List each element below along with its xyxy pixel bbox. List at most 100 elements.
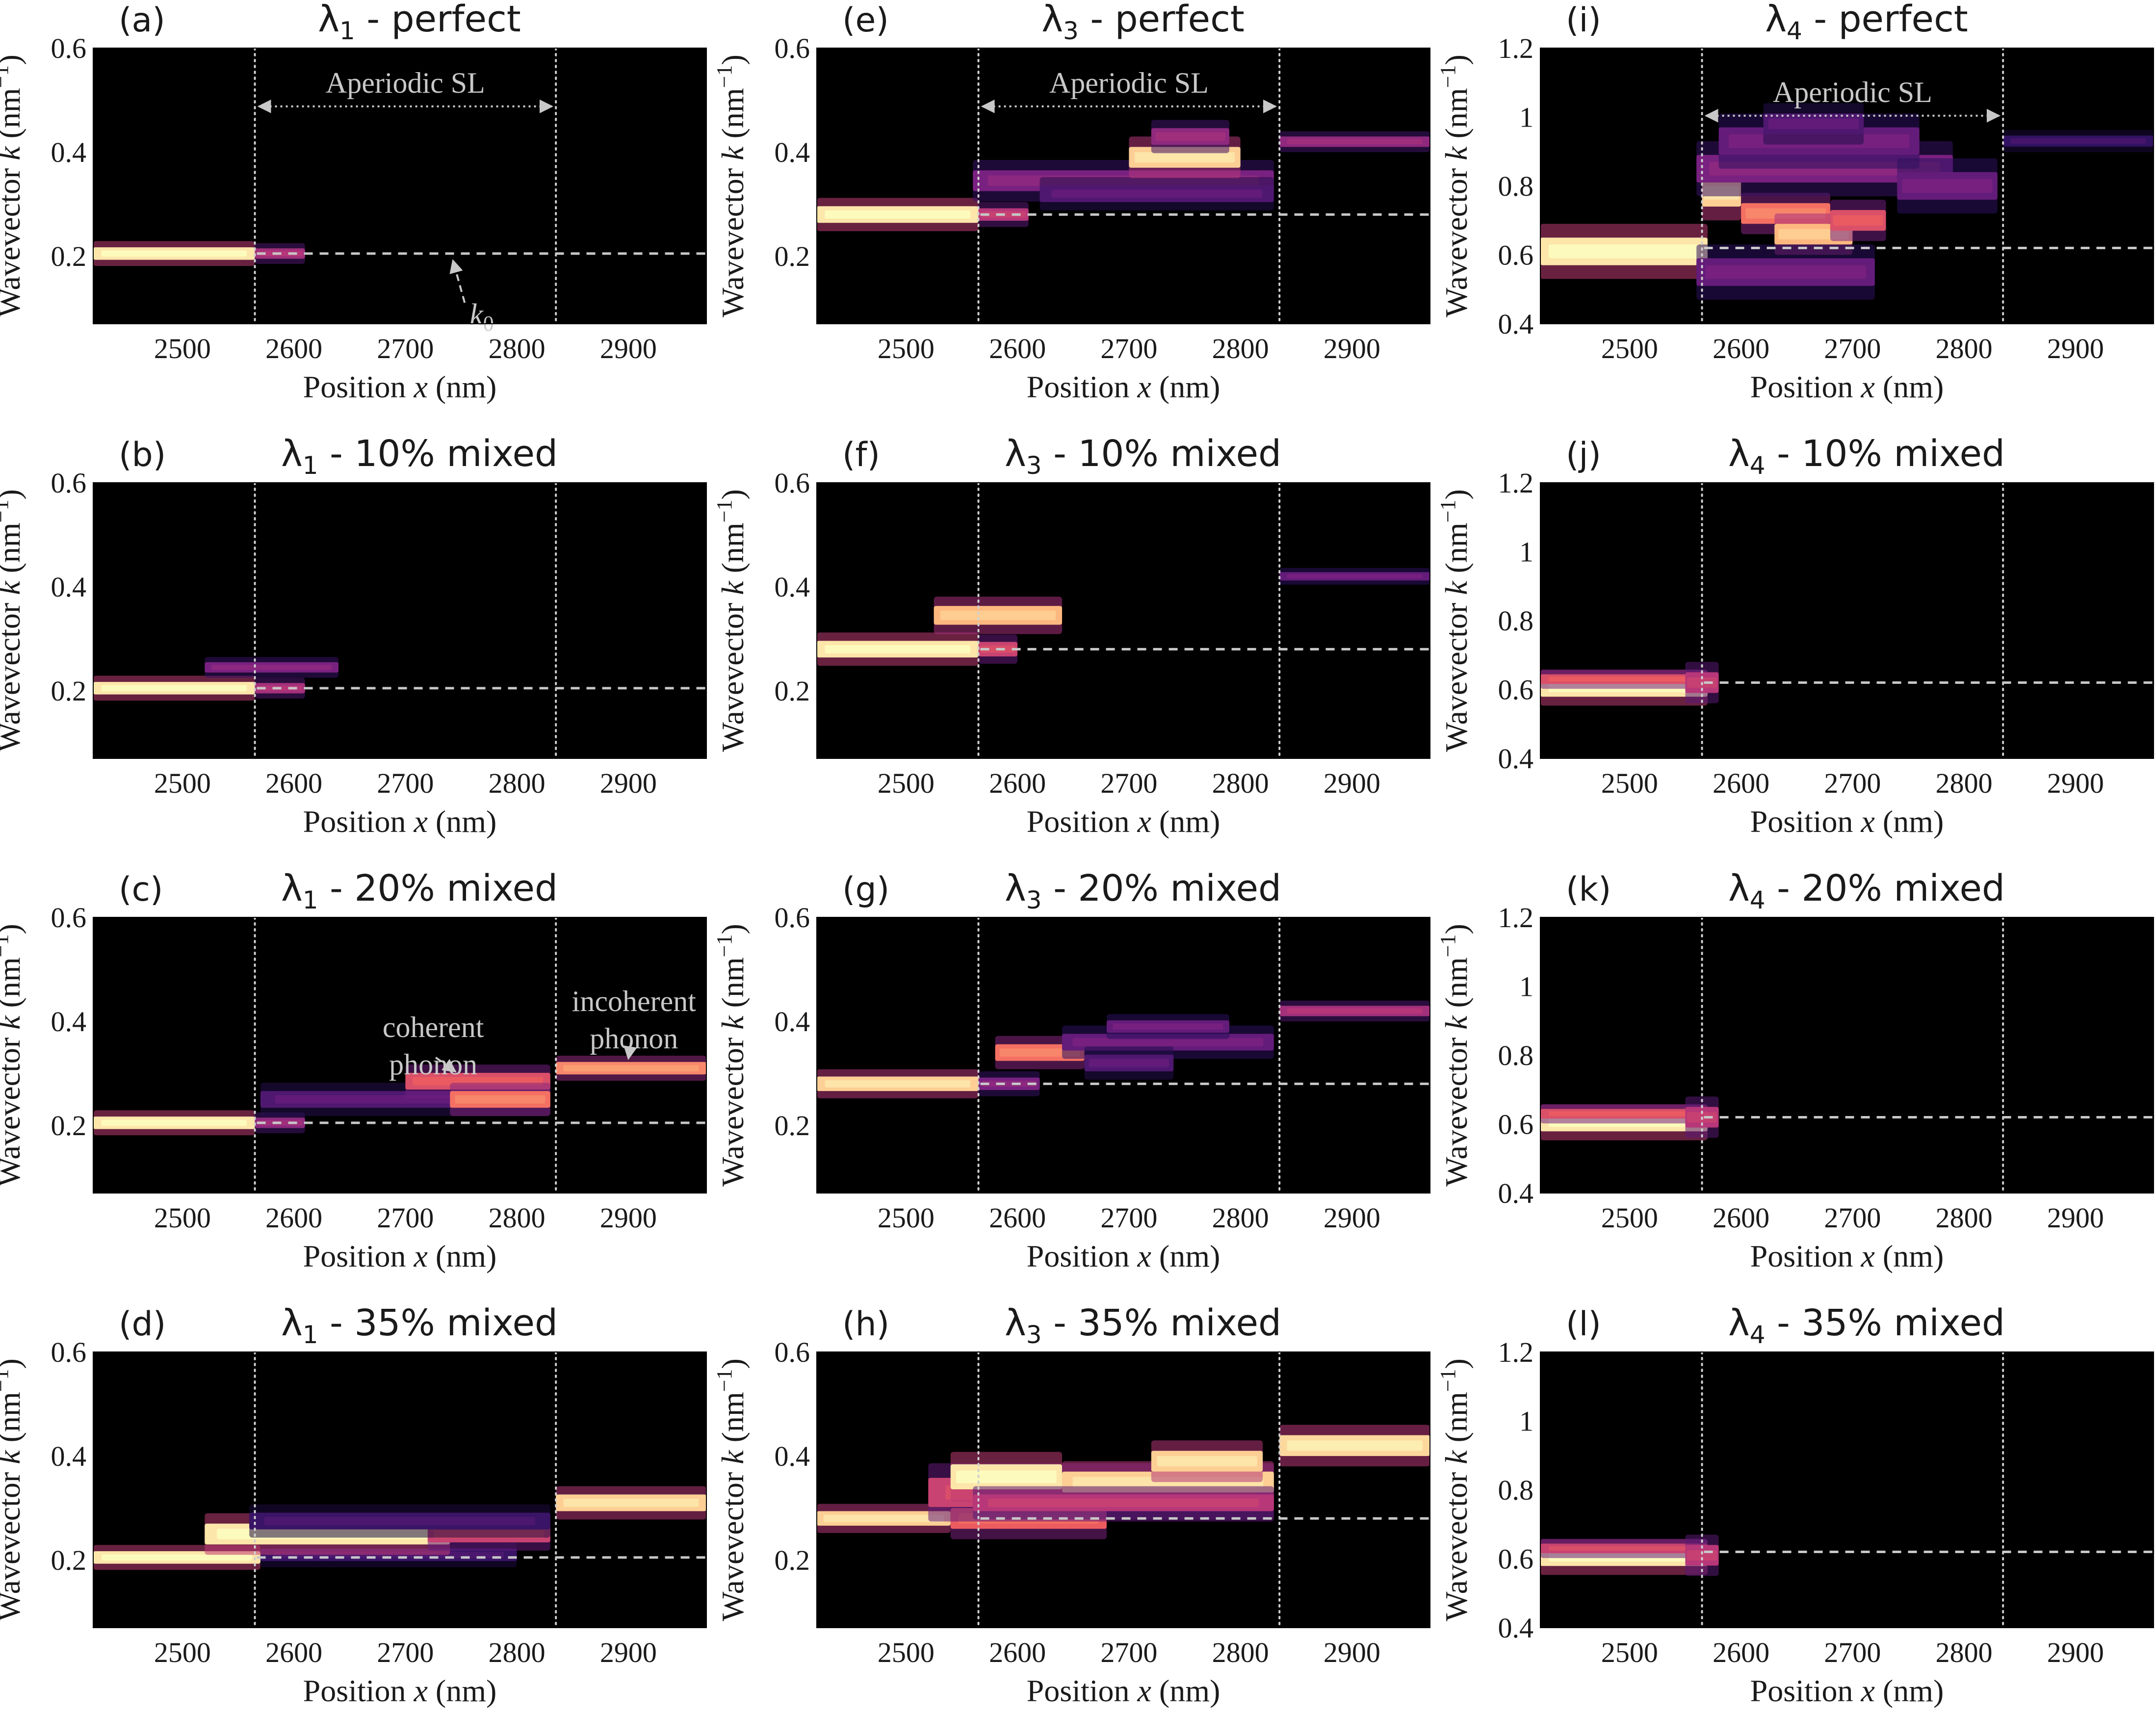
plot-background	[1540, 917, 2154, 1193]
y-tick-label: 0.6	[1498, 674, 1534, 706]
axes-frame	[1540, 48, 2154, 324]
heatmap-band	[1106, 1014, 1229, 1039]
x-axis-label: Position x (nm)	[1750, 369, 1944, 404]
heatmap-band	[978, 1071, 1040, 1096]
heatmap-features	[93, 1486, 706, 1570]
y-tick-label: 0.6	[1498, 239, 1534, 271]
heatmap-band	[934, 597, 1062, 634]
aperiodic-sl-label: Aperiodic SL	[1773, 76, 1932, 108]
panel-title: λ4 - 10% mixed	[1728, 433, 2005, 480]
y-tick-label: 1.2	[1498, 1336, 1534, 1368]
y-axis-label: Wavevector k (nm−1)	[0, 54, 26, 317]
x-tick-label: 2800	[1212, 333, 1269, 364]
x-tick-label: 2700	[1824, 333, 1881, 364]
x-tick-label: 2600	[1713, 333, 1769, 364]
panel-label: (h)	[842, 1305, 889, 1344]
plot-background	[93, 48, 706, 324]
x-tick-label: 2900	[2047, 1636, 2104, 1668]
x-tick-label: 2900	[1324, 1202, 1380, 1234]
y-axis-label: Wavevector k (nm−1)	[1436, 924, 1474, 1187]
x-tick-label: 2700	[1100, 1636, 1157, 1668]
y-tick-label: 1.2	[1498, 32, 1534, 64]
panel-k: 2500 2600 2700 2800 2900 0.4 0.6 0.8 1 1.2 Positio…	[1436, 867, 2154, 1273]
panel-i: Aperiodic SL 2500 2600 2700 2800 2900 0.4 0.6 0.…	[1436, 0, 2154, 404]
phonon-annotation-label: incoherent phonon	[572, 985, 697, 1055]
x-tick-label: 2900	[600, 1202, 657, 1234]
y-axis-label: Wavevector k (nm−1)	[1436, 1358, 1474, 1621]
x-axis-label: Position x (nm)	[1027, 369, 1221, 404]
x-axis-label: Position x (nm)	[1750, 804, 1944, 839]
y-tick-label: 1	[1519, 536, 1533, 568]
x-tick-label: 2900	[600, 767, 657, 799]
axes-frame	[816, 1351, 1430, 1628]
heatmap-band	[1830, 200, 1886, 241]
heatmap-band	[817, 198, 979, 232]
x-tick-label: 2500	[1601, 333, 1658, 364]
x-tick-label: 2900	[600, 1636, 657, 1668]
y-tick-label: 1.2	[1498, 467, 1534, 499]
x-tick-label: 2500	[878, 1636, 935, 1668]
x-tick-label: 2800	[1212, 1636, 1269, 1668]
y-tick-label: 0.4	[775, 571, 810, 603]
y-tick-label: 0.6	[51, 467, 87, 499]
y-axis-label: Wavevector k (nm−1)	[712, 924, 750, 1187]
x-tick-label: 2500	[154, 767, 211, 799]
axes-frame	[93, 1351, 707, 1628]
y-tick-label: 0.6	[775, 1336, 810, 1368]
panel-label: (f)	[842, 436, 880, 474]
heatmap-features	[817, 1425, 1430, 1539]
panel-label: (b)	[119, 436, 166, 474]
y-tick-label: 0.8	[1498, 1474, 1534, 1506]
x-tick-label: 2800	[489, 767, 545, 799]
panel-l: 2500 2600 2700 2800 2900 0.4 0.6 0.8 1 1.2 Positio…	[1436, 1302, 2154, 1708]
y-tick-label: 0.2	[775, 1544, 810, 1576]
heatmap-features	[1540, 1534, 1719, 1576]
x-tick-label: 2600	[989, 767, 1046, 799]
panel-title: λ1 - 35% mixed	[281, 1302, 558, 1349]
y-tick-label: 0.6	[1498, 1109, 1534, 1141]
y-axis-label: Wavevector k (nm−1)	[712, 489, 750, 752]
y-tick-label: 0.4	[775, 1440, 810, 1472]
phonon-annotation-arrow	[435, 1057, 457, 1073]
x-tick-label: 2900	[1324, 333, 1380, 364]
heatmap-features	[93, 241, 305, 266]
x-tick-label: 2800	[489, 1202, 545, 1234]
heatmap-band	[249, 1504, 550, 1538]
heatmap-features	[93, 1056, 706, 1136]
x-tick-label: 2700	[1824, 1202, 1881, 1234]
x-tick-label: 2700	[377, 333, 434, 364]
heatmap-band	[1540, 669, 1708, 689]
plot-background	[93, 483, 706, 758]
panel-label: (d)	[119, 1305, 166, 1344]
x-tick-label: 2800	[1936, 1202, 1993, 1234]
x-tick-label: 2500	[878, 333, 935, 364]
x-tick-label: 2800	[1936, 333, 1993, 364]
y-tick-label: 0.6	[775, 32, 810, 64]
y-tick-label: 0.2	[51, 675, 87, 707]
panel-title: λ4 - 20% mixed	[1728, 867, 2005, 914]
x-tick-label: 2600	[265, 1202, 322, 1234]
k0-label: k0	[469, 298, 494, 336]
y-tick-label: 0.2	[51, 1110, 87, 1142]
y-tick-label: 0.4	[1498, 1177, 1534, 1209]
heatmap-band	[1763, 103, 1864, 145]
heatmap-band	[93, 675, 255, 701]
x-tick-label: 2900	[2047, 767, 2104, 799]
y-tick-label: 0.4	[51, 1440, 87, 1472]
panel-d: 2500 2600 2700 2800 2900 0.2 0.4 0.6 Position x …	[0, 1302, 707, 1708]
y-tick-label: 0.6	[1498, 1543, 1534, 1575]
x-tick-label: 2700	[377, 1636, 434, 1668]
axes-frame	[816, 48, 1430, 324]
heatmap-band	[1696, 244, 1875, 300]
x-axis-label: Position x (nm)	[303, 369, 497, 404]
y-tick-label: 0.6	[775, 902, 810, 934]
y-tick-label: 0.2	[775, 1110, 810, 1142]
k0-arrow	[449, 259, 466, 303]
y-tick-label: 0.6	[775, 467, 810, 499]
x-tick-label: 2500	[1601, 767, 1658, 799]
y-axis-label: Wavevector k (nm−1)	[1436, 54, 1474, 317]
y-tick-label: 0.6	[51, 32, 87, 64]
x-tick-label: 2500	[878, 1202, 935, 1234]
x-tick-label: 2700	[1824, 1636, 1881, 1668]
x-tick-label: 2600	[265, 767, 322, 799]
